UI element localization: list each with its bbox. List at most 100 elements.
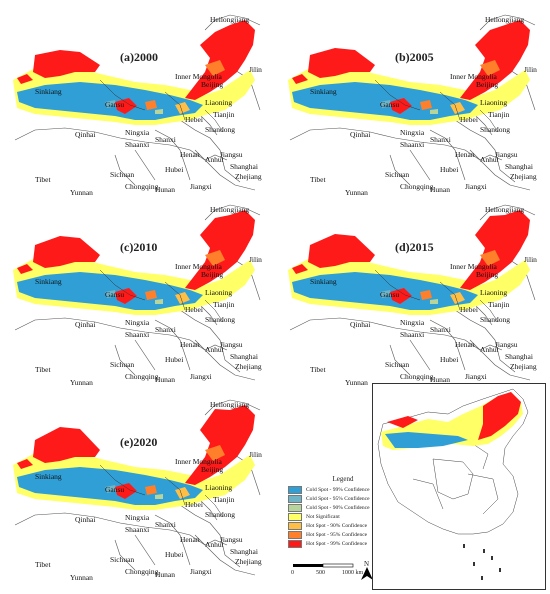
place-label-zhejiang: Zhejiang <box>510 172 537 181</box>
inset-china-outline <box>377 388 529 535</box>
map-region <box>205 250 225 266</box>
map-region <box>409 149 431 181</box>
place-label-qinhai: Qinhai <box>75 130 96 139</box>
place-label-sinkiang: Sinkiang <box>310 87 337 96</box>
map-region <box>480 250 500 266</box>
map-region <box>469 149 503 161</box>
inset-islands <box>463 544 501 580</box>
place-label-shanxi: Shanxi <box>155 520 176 529</box>
place-label-jilin: Jilin <box>524 65 537 74</box>
map-region <box>134 534 156 566</box>
place-label-ningxia: Ningxia <box>125 128 150 137</box>
place-label-shaanxi: Shaanxi <box>125 330 150 339</box>
place-label-chongqing: Chongqing <box>125 372 159 381</box>
place-label-liaoning: Liaoning <box>205 98 233 107</box>
place-label-hebei: Hebei <box>185 500 203 509</box>
map-region <box>134 339 156 371</box>
place-label-liaoning: Liaoning <box>205 288 233 297</box>
place-label-jiangsu: Jiangsu <box>220 150 243 159</box>
map-region <box>420 100 432 110</box>
map-region <box>479 204 536 221</box>
place-label-henan: Henan <box>455 150 475 159</box>
place-label-gansu: Gansu <box>380 290 400 299</box>
place-label-shaanxi: Shaanxi <box>400 330 425 339</box>
panel-label: (a)2000 <box>120 50 158 64</box>
place-label-henan: Henan <box>180 150 200 159</box>
place-label-sichuan: Sichuan <box>385 360 410 369</box>
inset-map <box>372 383 546 590</box>
map-region <box>164 91 186 121</box>
map-region <box>105 290 117 298</box>
place-label-qinhai: Qinhai <box>350 320 371 329</box>
map-region <box>145 100 157 110</box>
legend-swatch <box>288 539 302 548</box>
place-label-hebei: Hebei <box>185 115 203 124</box>
map-region <box>14 127 256 191</box>
place-label-tibet: Tibet <box>35 365 51 374</box>
place-label-hubei: Hubei <box>165 355 184 364</box>
place-label-hubei: Hubei <box>440 165 459 174</box>
map-region <box>308 48 375 78</box>
map-region <box>33 236 100 268</box>
place-label-zhejiang: Zhejiang <box>235 172 262 181</box>
scale-tick-0: 0 <box>291 570 294 576</box>
place-label-sichuan: Sichuan <box>110 360 135 369</box>
map-region <box>114 344 136 376</box>
place-label-sichuan: Sichuan <box>110 555 135 564</box>
place-label-ningxia: Ningxia <box>125 318 150 327</box>
place-label-shanxi: Shanxi <box>155 135 176 144</box>
place-label-liaoning: Liaoning <box>205 483 233 492</box>
map-panel-2005: (b)2005 Heilongjiang Jilin Inner Mongolia Si… <box>280 10 542 197</box>
place-label-sichuan: Sichuan <box>385 170 410 179</box>
map-region <box>380 290 392 298</box>
map-region <box>204 14 261 31</box>
place-label-jilin: Jilin <box>524 255 537 264</box>
legend-label: Hot Spot - 95% Confidence <box>306 531 368 538</box>
place-label-shanghai: Shanghai <box>505 352 533 361</box>
place-label-tianjin: Tianjin <box>213 110 235 119</box>
map-region <box>204 299 224 323</box>
map-region <box>17 459 33 469</box>
map-region <box>380 100 392 108</box>
legend-swatch <box>288 512 302 521</box>
legend-item: Hot Spot - 99% Confidence <box>288 539 398 548</box>
map-region <box>154 319 191 371</box>
place-label-tibet: Tibet <box>310 175 326 184</box>
map-region <box>33 50 100 78</box>
hotspot-map <box>288 204 536 381</box>
place-label-hebei: Hebei <box>460 305 478 314</box>
legend-swatch <box>288 503 302 512</box>
map-region <box>145 485 157 495</box>
place-label-beijing: Beijing <box>201 465 224 474</box>
map-region <box>17 74 33 84</box>
place-label-inner_mongolia: Inner Mongolia <box>175 72 222 81</box>
place-label-heilongjiang: Heilongjiang <box>210 15 250 24</box>
place-label-ningxia: Ningxia <box>125 513 150 522</box>
inset-hotspot-area <box>381 392 523 450</box>
north-label: N <box>364 560 370 568</box>
map-region <box>115 98 137 114</box>
map-region <box>204 399 261 416</box>
place-label-anhui: Anhui <box>480 155 499 164</box>
legend-title: Legend <box>332 475 354 483</box>
map-region <box>204 109 224 133</box>
scale-tick-1000: 1000 km <box>342 570 364 576</box>
legend-swatch <box>288 521 302 530</box>
place-label-shanghai: Shanghai <box>230 547 258 556</box>
place-label-qinhai: Qinhai <box>75 320 96 329</box>
place-label-inner_mongolia: Inner Mongolia <box>175 262 222 271</box>
place-label-jiangxi: Jiangxi <box>465 372 487 381</box>
map-region <box>99 269 146 301</box>
place-label-shanghai: Shanghai <box>230 162 258 171</box>
map-region <box>194 149 228 161</box>
place-label-tianjin: Tianjin <box>488 300 510 309</box>
place-label-tianjin: Tianjin <box>488 110 510 119</box>
place-label-shaanxi: Shaanxi <box>125 140 150 149</box>
place-label-tibet: Tibet <box>35 175 51 184</box>
place-label-chongqing: Chongqing <box>400 372 434 381</box>
place-label-shandong: Shandong <box>205 315 235 324</box>
map-region <box>289 317 531 381</box>
legend-swatch <box>288 494 302 503</box>
map-region <box>450 292 465 304</box>
map-region <box>420 290 432 300</box>
